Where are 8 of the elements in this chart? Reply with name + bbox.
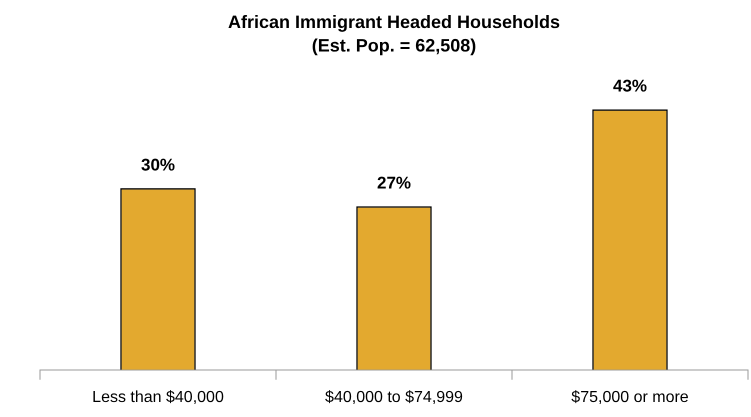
chart-subtitle: (Est. Pop. = 62,508)	[312, 35, 476, 56]
chart-title: African Immigrant Headed Households	[228, 12, 560, 32]
data-label: 27%	[376, 173, 412, 192]
x-tick-label: Less than $40,000	[92, 388, 224, 406]
data-label: 30%	[140, 155, 176, 174]
x-tick-label: $40,000 to $74,999	[325, 388, 464, 406]
x-tick-label: $75,000 or more	[571, 388, 689, 406]
data-label: 43%	[612, 76, 648, 96]
